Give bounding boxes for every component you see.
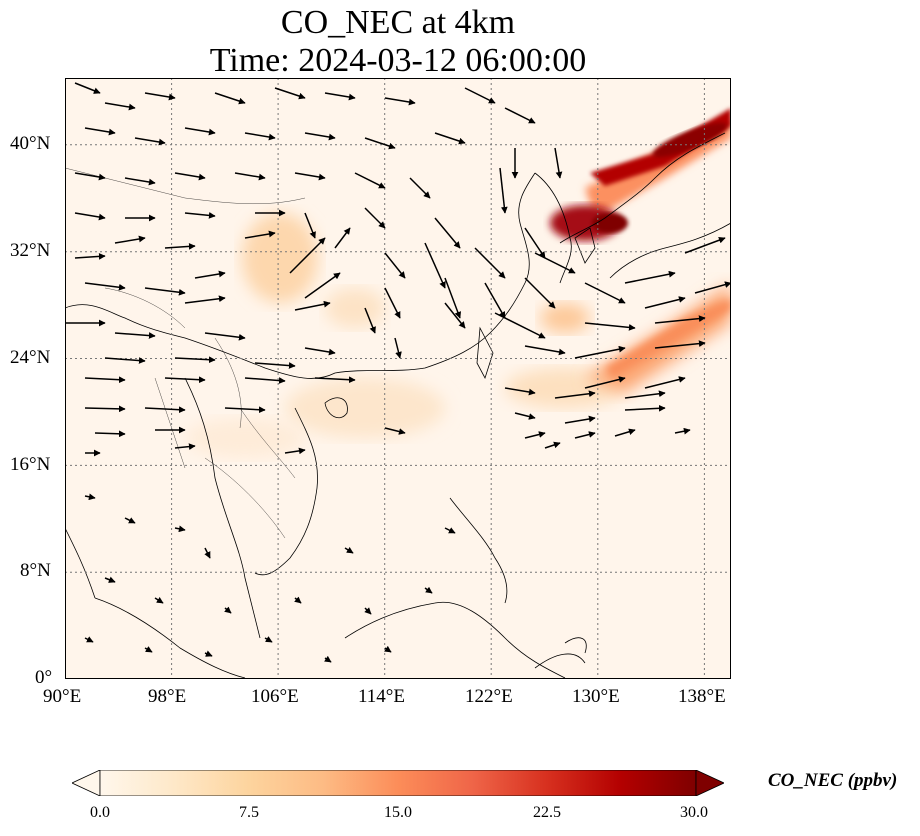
lat-tick-24: 24°N: [10, 347, 51, 368]
colorbar-label: CO_NEC (ppbv): [768, 770, 898, 791]
lat-tick-8: 8°N: [20, 560, 51, 581]
gridlines: [65, 78, 731, 679]
colorbar-body: [99, 770, 697, 796]
colorbar-min-extend: [72, 770, 101, 796]
coastlines: [65, 132, 731, 679]
lat-tick-40: 40°N: [10, 133, 51, 154]
lon-tick-98: 98°E: [148, 686, 187, 707]
concentration-field: [185, 108, 731, 458]
lon-tick-106: 106°E: [251, 686, 299, 707]
lon-tick-90: 90°E: [43, 686, 82, 707]
lon-tick-122: 122°E: [465, 686, 513, 707]
map-panel: [65, 78, 731, 679]
colorbar-tick-22-5: 22.5: [533, 804, 561, 821]
colorbar: [72, 770, 724, 796]
colorbar-tick-0: 0.0: [90, 804, 110, 821]
lon-tick-114: 114°E: [358, 686, 405, 707]
map-title: CO_NEC at 4km: [280, 4, 516, 41]
country-borders: [65, 167, 306, 539]
map-frame: [65, 78, 731, 679]
lat-tick-16: 16°N: [10, 454, 51, 475]
colorbar-tick-30: 30.0: [680, 804, 708, 821]
colorbar-max-extend: [695, 770, 724, 796]
lat-tick-32: 32°N: [10, 240, 51, 261]
lon-tick-130: 130°E: [572, 686, 620, 707]
lon-tick-138: 138°E: [678, 686, 726, 707]
wind-vectors: [65, 82, 731, 663]
lat-tick-0: 0°: [35, 667, 53, 688]
colorbar-tick-15: 15.0: [384, 804, 412, 821]
map-subtitle-time: Time: 2024-03-12 06:00:00: [209, 42, 587, 79]
colorbar-tick-7-5: 7.5: [239, 804, 259, 821]
